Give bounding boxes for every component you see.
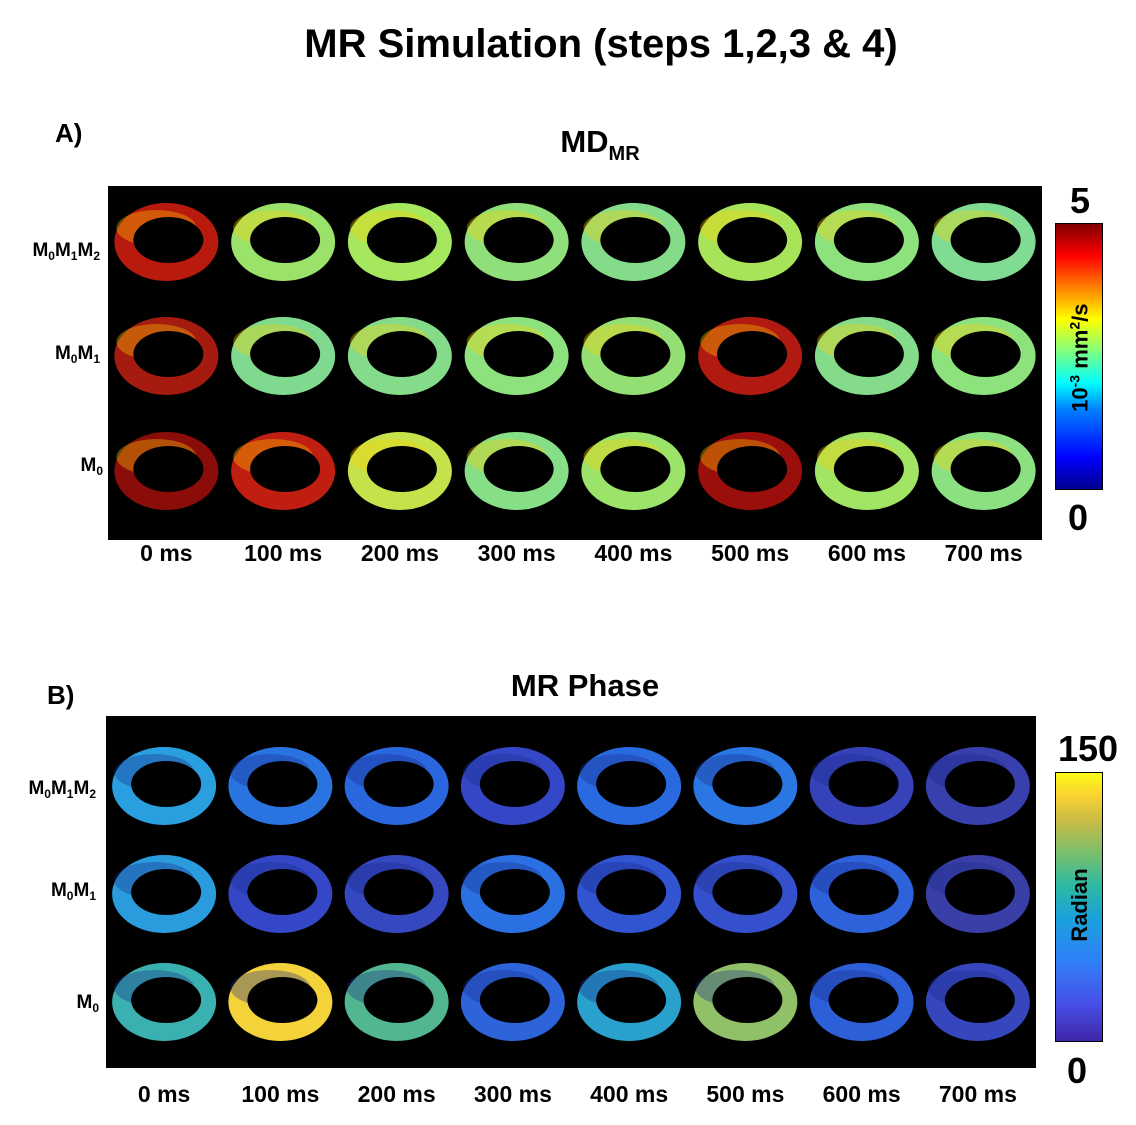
panel-b-label: B) <box>47 680 75 710</box>
md-thumb-r3-c4 <box>464 432 569 510</box>
phase-thumb-r2-c3 <box>344 855 449 933</box>
phase-thumb-r1-c7 <box>809 747 914 825</box>
md-thumb-r1-c2 <box>231 203 336 281</box>
md-thumb-r1-c6 <box>698 203 803 281</box>
panel-a-title-main: MD <box>560 124 609 159</box>
md-thumb-r1-c7 <box>814 203 919 281</box>
phase-thumb-r2-c6 <box>693 855 798 933</box>
md-thumb-r2-c3 <box>347 317 452 395</box>
figure-title: MR Simulation (steps 1,2,3 & 4) <box>304 22 898 66</box>
panel-a-row-label-m0m1m2: M0M1M2 <box>32 240 100 263</box>
phase-thumb-r1-c5 <box>577 747 682 825</box>
panel-b-row-label-m0m1: M0M1 <box>50 880 96 903</box>
panel-a-time-tick-0: 0 ms <box>140 540 193 566</box>
phase-thumb-r2-c4 <box>460 855 565 933</box>
md-thumb-r3-c6 <box>698 432 803 510</box>
panel-a-label: A) <box>55 118 83 148</box>
panel-b-time-tick-6: 600 ms <box>822 1081 901 1107</box>
md-thumb-r2-c4 <box>464 317 569 395</box>
panel-b-time-tick-5: 500 ms <box>706 1081 785 1107</box>
panel-a-row-label-m0: M0 <box>80 455 103 478</box>
phase-map-grid <box>106 716 1036 1068</box>
panel-b-row-label-m0: M0 <box>76 992 99 1015</box>
panel-a-time-tick-7: 700 ms <box>944 540 1023 566</box>
phase-thumb-r2-c2 <box>228 855 333 933</box>
md-thumb-r2-c5 <box>581 317 686 395</box>
panel-a-row-label-m0m1: M0M1 <box>54 343 100 366</box>
phase-thumb-r3-c4 <box>460 963 565 1041</box>
phase-thumb-r2-c8 <box>925 855 1030 933</box>
phase-colorbar <box>1055 772 1103 1042</box>
panel-b-time-tick-3: 300 ms <box>473 1081 552 1107</box>
md-colorbar-min: 0 <box>1067 497 1089 538</box>
panel-b-title: MR Phase <box>510 668 660 703</box>
md-thumb-r2-c7 <box>814 317 919 395</box>
panel-b-time-tick-1: 100 ms <box>241 1081 320 1107</box>
phase-thumb-r3-c6 <box>693 963 798 1041</box>
phase-thumb-r1-c8 <box>925 747 1030 825</box>
md-map-grid <box>108 186 1042 540</box>
panel-a-time-tick-2: 200 ms <box>360 540 439 566</box>
panel-a-title-sub: MR <box>608 143 640 165</box>
md-thumb-r2-c6 <box>698 317 803 395</box>
phase-thumb-r1-c3 <box>344 747 449 825</box>
panel-b-time-tick-0: 0 ms <box>137 1081 191 1107</box>
md-colorbar-unit: 10-3 mm2/s <box>1066 303 1093 412</box>
md-colorbar-max: 5 <box>1069 180 1091 221</box>
md-thumb-r1-c1 <box>114 203 219 281</box>
phase-thumb-r1-c1 <box>112 747 217 825</box>
md-thumb-r3-c8 <box>931 432 1036 510</box>
phase-thumb-r1-c6 <box>693 747 798 825</box>
md-thumb-r3-c2 <box>231 432 336 510</box>
md-thumb-r3-c3 <box>347 432 452 510</box>
panel-a-time-tick-4: 400 ms <box>594 540 673 566</box>
panel-a-title: MDMR <box>500 124 700 166</box>
panel-a-time-tick-5: 500 ms <box>711 540 790 566</box>
panel-b-time-tick-4: 400 ms <box>590 1081 669 1107</box>
panel-b-time-tick-7: 700 ms <box>938 1081 1017 1107</box>
md-thumb-r1-c8 <box>931 203 1036 281</box>
md-thumb-r2-c1 <box>114 317 219 395</box>
phase-thumb-r2-c5 <box>577 855 682 933</box>
phase-thumb-r3-c1 <box>112 963 217 1041</box>
md-thumb-r3-c5 <box>581 432 686 510</box>
md-colorbar <box>1055 223 1103 490</box>
md-thumb-r3-c1 <box>114 432 219 510</box>
md-thumb-r1-c3 <box>347 203 452 281</box>
phase-thumb-r3-c8 <box>925 963 1030 1041</box>
panel-b-time-tick-2: 200 ms <box>357 1081 436 1107</box>
panel-a-time-tick-1: 100 ms <box>244 540 323 566</box>
phase-thumb-r2-c1 <box>112 855 217 933</box>
phase-thumb-r3-c5 <box>577 963 682 1041</box>
phase-thumb-r3-c3 <box>344 963 449 1041</box>
md-thumb-r2-c8 <box>931 317 1036 395</box>
md-thumb-r2-c2 <box>231 317 336 395</box>
panel-a-time-tick-3: 300 ms <box>477 540 556 566</box>
md-thumb-r1-c4 <box>464 203 569 281</box>
phase-thumb-r2-c7 <box>809 855 914 933</box>
phase-thumb-r1-c2 <box>228 747 333 825</box>
phase-colorbar-max: 150 <box>1057 728 1119 769</box>
panel-b-row-label-m0m1m2: M0M1M2 <box>28 778 96 801</box>
phase-colorbar-min: 0 <box>1066 1050 1088 1091</box>
phase-thumb-r1-c4 <box>460 747 565 825</box>
phase-thumb-r3-c2 <box>228 963 333 1041</box>
phase-colorbar-label: Radian <box>1067 868 1092 942</box>
phase-thumb-r3-c7 <box>809 963 914 1041</box>
md-thumb-r1-c5 <box>581 203 686 281</box>
md-thumb-r3-c7 <box>814 432 919 510</box>
panel-a-time-tick-6: 600 ms <box>827 540 906 566</box>
